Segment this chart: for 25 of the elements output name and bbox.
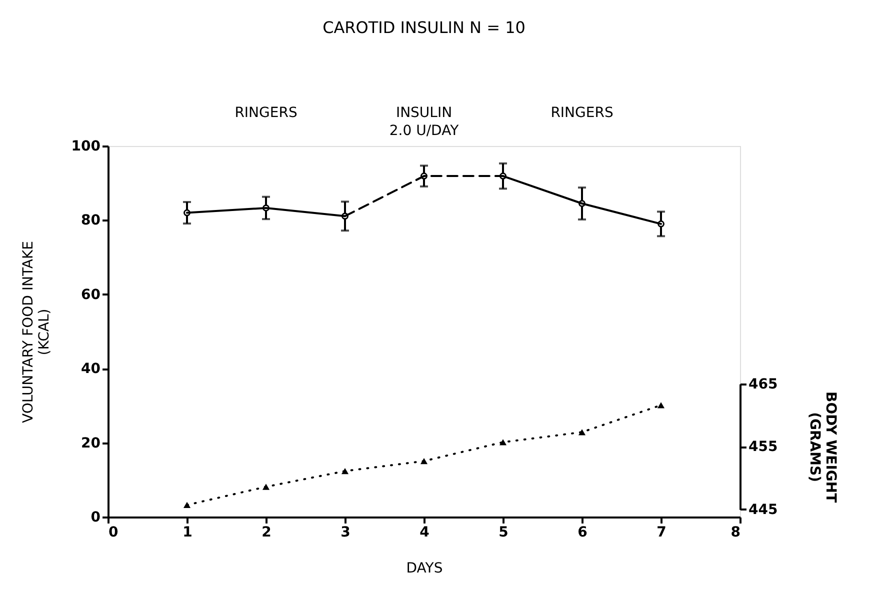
x-tick-label: 4 <box>420 524 430 540</box>
y-tick-label: 80 <box>81 212 101 229</box>
y-tick-label: 20 <box>81 435 101 452</box>
y2-tick-label: 445 <box>748 502 778 518</box>
x-tick-label: 2 <box>262 524 272 540</box>
x-axis-title: DAYS <box>406 560 443 576</box>
y-tick-label: 100 <box>71 138 101 154</box>
y2-tick-label: 455 <box>748 439 778 456</box>
x-tick-label: 0 <box>108 524 118 540</box>
x-tick-label: 7 <box>656 524 666 540</box>
x-tick-label: 3 <box>340 524 350 540</box>
x-tick-label: 8 <box>730 524 740 540</box>
x-tick-label: 1 <box>182 524 192 540</box>
text: INSULIN 2.0 U/DAY <box>389 105 460 139</box>
y-axis-title: VOLUNTARY FOOD INTAKE (KCAL) <box>20 240 52 424</box>
text: RINGERS <box>550 105 614 121</box>
x-tick-label: 5 <box>498 524 508 540</box>
y2-tick-label: 465 <box>748 376 778 392</box>
y2-axis-title: BODY WEIGHT (GRAMS) <box>806 392 839 504</box>
y-tick-label: 60 <box>81 286 101 303</box>
chart-title: CAROTID INSULIN N = 10 <box>322 18 526 37</box>
x-tick-label: 6 <box>578 524 588 540</box>
text: RINGERS <box>234 105 298 121</box>
y-tick-label: 0 <box>90 510 101 526</box>
y-tick-label: 40 <box>81 361 101 378</box>
